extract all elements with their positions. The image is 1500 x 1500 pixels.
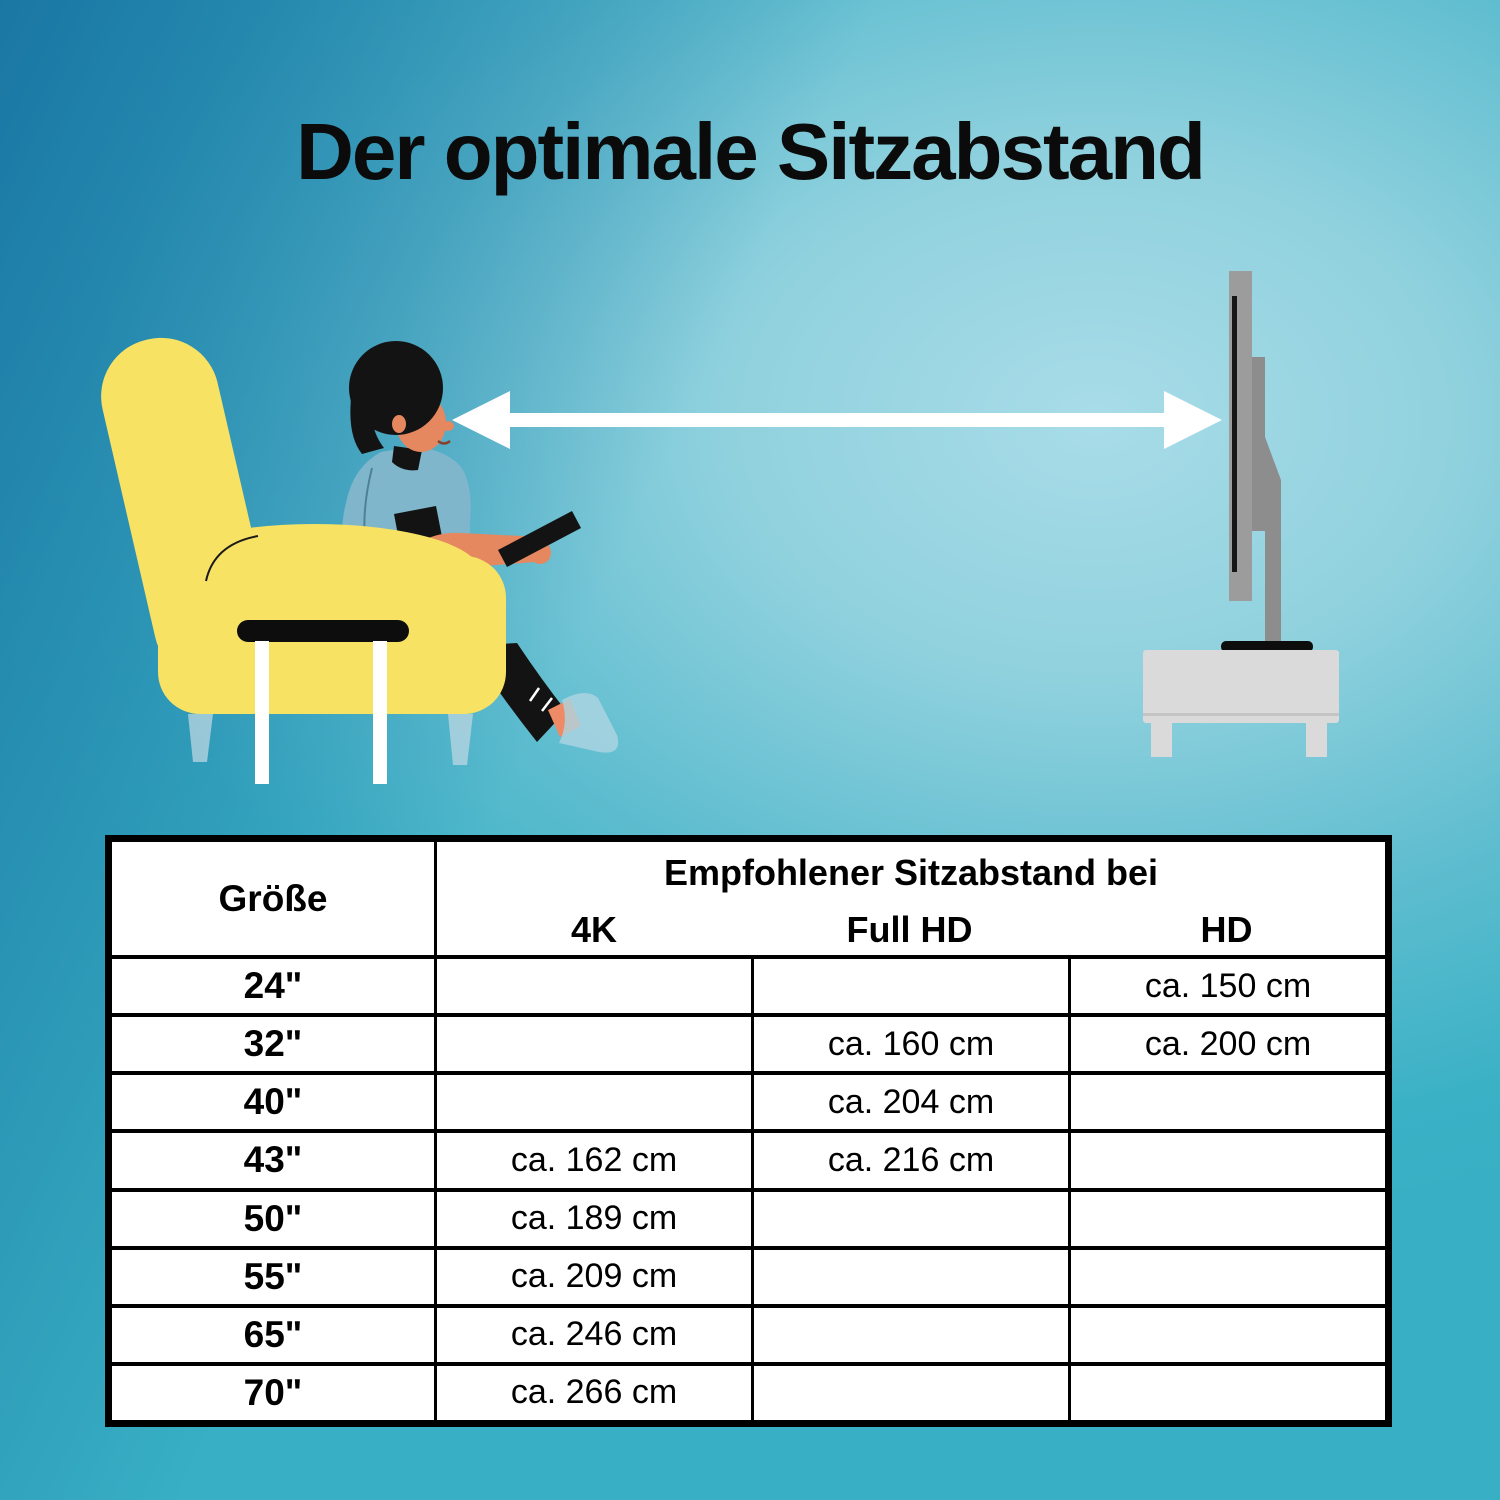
table-cell-4k: ca. 266 cm [434,1361,751,1420]
column-header-4k: 4K [434,904,751,955]
table-cell-size: 24" [112,955,434,1013]
table-cell-fullhd [751,1303,1068,1362]
column-header-fullhd: Full HD [846,908,973,950]
tv-side-view [1143,271,1339,757]
table-cell-hd: ca. 150 cm [1068,955,1385,1014]
table-cell-4k [434,955,751,1014]
seating-distance-table: Größe Empfohlener Sitzabstand bei 4K Ful… [105,835,1392,1427]
page-title: Der optimale Sitzabstand [296,107,1206,196]
table-cell-hd [1068,1071,1385,1130]
table-cell-hd [1068,1361,1385,1420]
table-cell-fullhd: ca. 216 cm [751,1129,1068,1188]
table-cell-size: 50" [112,1187,434,1246]
column-group-header: Empfohlener Sitzabstand bei [434,842,1385,904]
table-cell-size: 43" [112,1129,434,1187]
table-cell-hd [1068,1245,1385,1304]
armrest [237,620,409,642]
table-cell-size: 32" [112,1013,434,1071]
table-cell-size: 40" [112,1071,434,1129]
table-cell-hd [1068,1129,1385,1188]
table-cell-fullhd [751,1361,1068,1420]
table-cell-fullhd [751,955,1068,1014]
table-cell-4k [434,1071,751,1130]
table-cell-4k: ca. 209 cm [434,1245,751,1304]
table-cell-4k: ca. 189 cm [434,1187,751,1246]
table-cell-hd: ca. 200 cm [1068,1013,1385,1072]
column-header-hd: HD [1200,908,1253,950]
table-cell-4k: ca. 246 cm [434,1303,751,1362]
table-cell-fullhd: ca. 160 cm [751,1013,1068,1072]
table-cell-size: 55" [112,1245,434,1304]
table-cell-hd [1068,1187,1385,1246]
tv-screen-edge [1232,296,1237,572]
table-cell-4k [434,1013,751,1072]
armchair-seat [150,524,506,784]
table-cell-fullhd [751,1187,1068,1246]
table-cell-4k: ca. 162 cm [434,1129,751,1188]
tv-cabinet [1143,650,1339,723]
table-cell-size: 65" [112,1303,434,1362]
column-header-size: Größe [218,877,328,919]
table-cell-fullhd [751,1245,1068,1304]
table-cell-size: 70" [112,1361,434,1420]
remote-control [498,511,581,567]
table-cell-fullhd: ca. 204 cm [751,1071,1068,1130]
viewing-distance-arrow [452,391,1222,449]
table-cell-hd [1068,1303,1385,1362]
hair [349,341,443,435]
